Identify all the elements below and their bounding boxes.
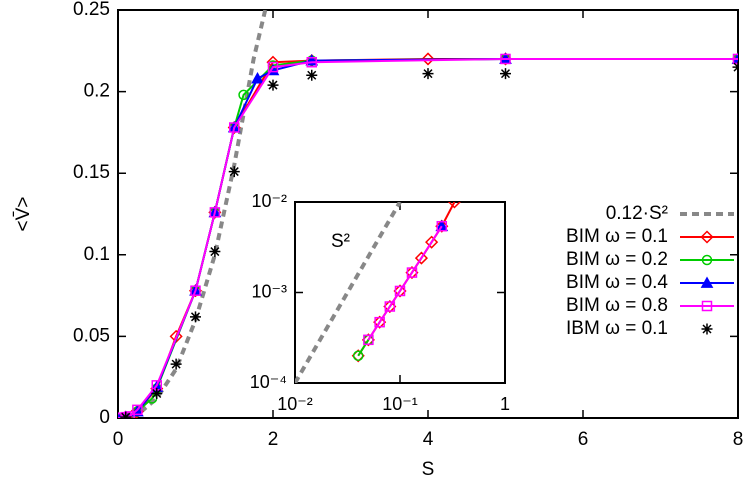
- marker: [394, 285, 406, 297]
- y-tick-label: 10⁻²: [251, 191, 287, 211]
- marker: [732, 53, 738, 65]
- marker: [374, 316, 385, 328]
- marker: [406, 267, 418, 278]
- series-line: [357, 339, 370, 357]
- y-tick-label: 0.2: [84, 81, 110, 102]
- marker: [421, 52, 435, 66]
- marker: [383, 299, 397, 314]
- marker: [120, 411, 132, 418]
- series-line: [367, 225, 443, 341]
- legend-label: BIM ω = 0.8: [566, 295, 668, 316]
- marker: [151, 388, 163, 400]
- marker: [209, 246, 221, 258]
- marker: [190, 285, 201, 296]
- y-tick-label: 0.15: [73, 162, 110, 183]
- marker: [238, 89, 249, 101]
- marker: [700, 230, 714, 244]
- y-tick-label: 0.05: [73, 325, 110, 346]
- x-tick-label: 10⁻²: [277, 394, 313, 414]
- marker: [267, 61, 279, 73]
- series-line: [295, 202, 402, 383]
- marker: [700, 276, 714, 288]
- marker: [436, 220, 448, 232]
- marker: [209, 207, 221, 218]
- x-tick-label: 4: [423, 429, 434, 450]
- marker: [170, 358, 182, 370]
- marker: [500, 53, 511, 65]
- y-tick-label: 0.25: [73, 0, 110, 20]
- x-tick-label: 6: [578, 429, 589, 450]
- marker: [393, 284, 407, 298]
- marker: [228, 166, 240, 178]
- marker: [447, 202, 462, 209]
- marker: [229, 122, 240, 133]
- y-tick-label: 0.1: [84, 244, 110, 265]
- marker: [414, 251, 428, 265]
- marker: [132, 404, 143, 416]
- y-tick-label: 10⁻³: [251, 281, 287, 301]
- marker: [701, 300, 713, 312]
- legend-label: BIM ω = 0.1: [566, 226, 668, 247]
- marker: [267, 79, 279, 91]
- marker: [190, 311, 201, 323]
- marker: [422, 68, 434, 80]
- x-tick-label: 1: [500, 394, 510, 414]
- marker: [701, 323, 713, 335]
- legend-label: BIM ω = 0.4: [566, 272, 668, 293]
- marker: [405, 266, 419, 280]
- marker: [732, 61, 738, 73]
- legend-label: BIM ω = 0.2: [566, 249, 668, 270]
- series-group: [295, 202, 462, 383]
- annotation: S²: [331, 231, 350, 252]
- marker: [701, 254, 713, 266]
- marker: [500, 68, 511, 80]
- y-axis-label: <V̄>: [13, 197, 34, 232]
- marker: [363, 334, 374, 346]
- marker: [306, 56, 317, 68]
- x-tick-label: 2: [268, 429, 279, 450]
- marker: [384, 301, 396, 312]
- y-tick-label: 0: [99, 407, 110, 428]
- x-tick-label: 8: [733, 429, 744, 450]
- x-tick-label: 0: [113, 429, 124, 450]
- marker: [306, 69, 318, 81]
- x-tick-label: 10⁻¹: [382, 394, 418, 414]
- y-tick-label: 10⁻⁴: [250, 372, 287, 392]
- legend-label: IBM ω = 0.1: [566, 318, 668, 339]
- marker: [352, 350, 364, 362]
- marker: [425, 235, 439, 249]
- series-group: [118, 10, 738, 418]
- marker: [435, 219, 449, 233]
- x-axis-label: S: [422, 459, 435, 480]
- marker: [373, 315, 387, 329]
- marker: [251, 72, 264, 84]
- legend-label: 0.12·S²: [606, 203, 668, 224]
